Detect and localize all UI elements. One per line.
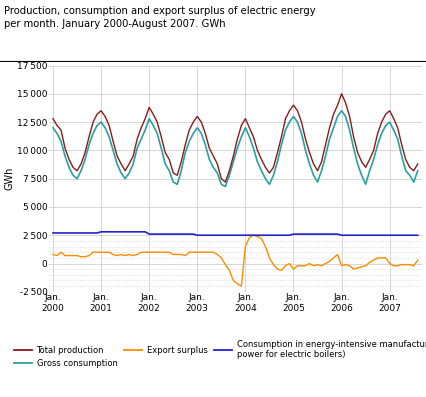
Y-axis label: GWh: GWh <box>4 167 14 190</box>
Legend: Total production, Gross consumption, Export surplus, Consumption in energy-inten: Total production, Gross consumption, Exp… <box>14 340 426 368</box>
Text: Production, consumption and export surplus of electric energy
per month. January: Production, consumption and export surpl… <box>4 6 316 29</box>
